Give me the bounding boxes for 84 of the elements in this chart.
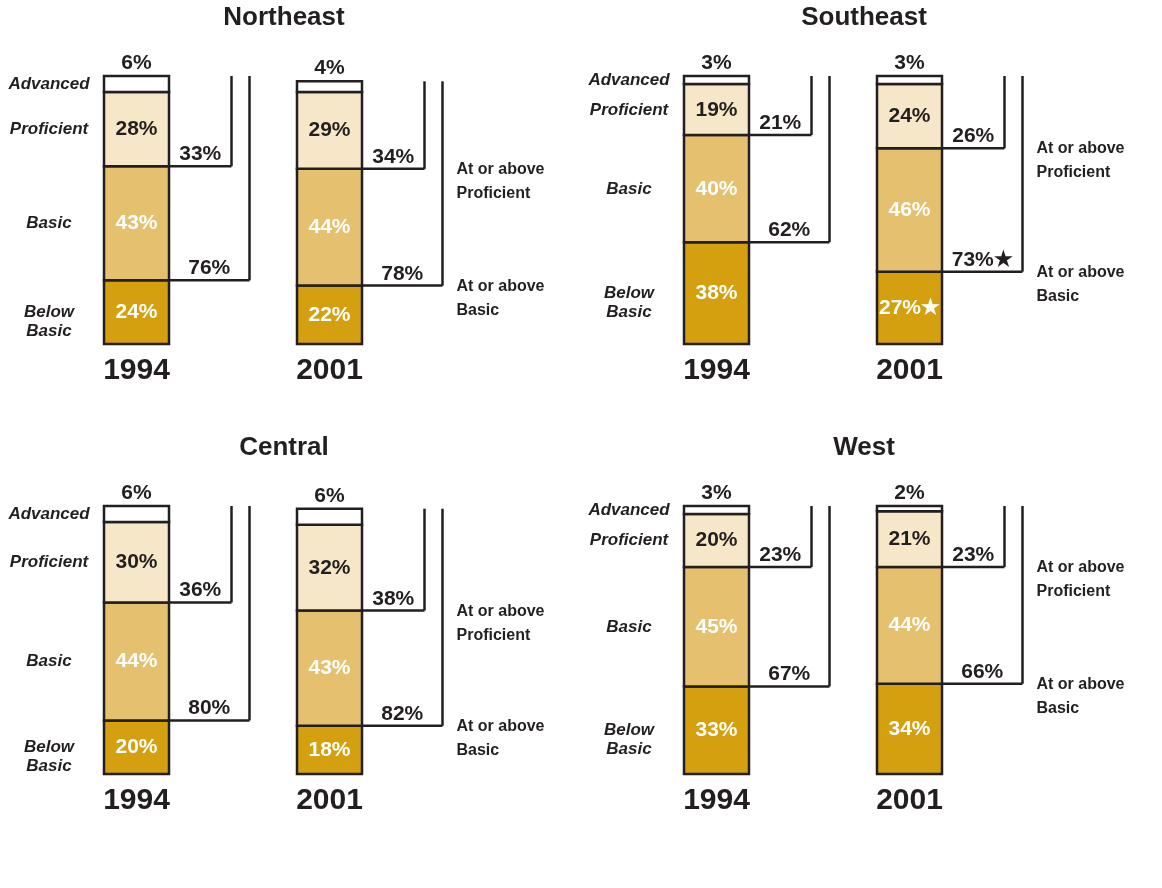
data-label: 32% — [308, 554, 351, 578]
data-label: 30% — [115, 549, 158, 573]
series-label: Advanced — [7, 504, 91, 524]
series-label: Proficient — [589, 99, 670, 119]
data-label: 38% — [695, 280, 738, 304]
data-label: 6% — [121, 480, 152, 503]
data-label: 18% — [308, 736, 351, 760]
series-label: Proficient — [589, 530, 670, 550]
series-label: Basic — [606, 616, 653, 636]
data-label: 44% — [888, 612, 931, 636]
data-label: 45% — [695, 613, 738, 637]
text: At or above Proficient — [456, 601, 545, 643]
text: At or above Proficient — [1036, 558, 1125, 600]
x-tick-label: 1994 — [683, 781, 751, 815]
annotation: 80% — [188, 695, 231, 719]
data-label: 27%★ — [878, 294, 941, 318]
data-label: 22% — [308, 301, 351, 325]
annotation: 34% — [372, 143, 415, 167]
annotation: 82% — [381, 700, 424, 724]
x-tick-label: 2001 — [296, 781, 363, 815]
annotation: 38% — [372, 585, 415, 609]
data-label: 24% — [888, 103, 931, 127]
x-tick-label: 1994 — [103, 351, 171, 385]
text: At or above Basic — [1036, 262, 1125, 304]
text: At or above Basic — [456, 276, 545, 318]
series-label: Below Basic — [603, 720, 656, 759]
data-label: 19% — [695, 96, 738, 120]
text: At or above Proficient — [456, 159, 545, 201]
data-label: 44% — [115, 648, 158, 672]
data-label: 29% — [308, 117, 351, 141]
data-label: 3% — [701, 480, 732, 503]
annotation: 66% — [961, 658, 1004, 682]
data-label: 21% — [888, 526, 931, 550]
annotation: 21% — [759, 109, 802, 133]
data-label: 20% — [115, 734, 158, 758]
text: At or above Basic — [1036, 674, 1125, 716]
series-label: Below Basic — [603, 283, 656, 322]
series-label: Below Basic — [23, 302, 76, 341]
data-label: 40% — [695, 175, 738, 199]
series-label: Advanced — [7, 73, 91, 93]
annotation: 67% — [768, 661, 811, 685]
data-label: 28% — [115, 116, 158, 140]
annotation: 73%★ — [951, 246, 1013, 270]
annotation: 33% — [179, 141, 222, 165]
annotation: 78% — [381, 260, 424, 284]
chart-title: West — [833, 431, 896, 461]
annotation: 36% — [179, 577, 222, 601]
data-label: 33% — [695, 717, 738, 741]
data-label: 3% — [701, 50, 732, 73]
data-label: 34% — [888, 715, 931, 739]
data-label: 20% — [695, 527, 738, 551]
text: At or above Basic — [456, 716, 545, 758]
data-label: 43% — [115, 210, 158, 234]
data-label: 46% — [888, 197, 931, 220]
series-label: Advanced — [587, 499, 671, 519]
data-label: 44% — [308, 214, 351, 238]
x-tick-label: 1994 — [103, 781, 171, 815]
chart-title: Northeast — [223, 1, 346, 31]
x-tick-label: 1994 — [683, 351, 751, 385]
chart-title: Central — [239, 431, 329, 461]
data-label: 43% — [308, 655, 351, 679]
chart-title: Southeast — [801, 1, 928, 31]
data-label: 2% — [894, 480, 925, 503]
annotation: 76% — [188, 255, 231, 279]
series-label: Proficient — [9, 119, 90, 139]
annotation: 62% — [768, 217, 811, 241]
x-tick-label: 2001 — [296, 351, 363, 385]
annotation: 23% — [952, 542, 995, 566]
series-label: Basic — [606, 178, 653, 198]
x-tick-label: 2001 — [876, 351, 943, 385]
series-label: Below Basic — [23, 737, 76, 776]
data-label: 3% — [894, 50, 925, 73]
series-label: Proficient — [9, 552, 90, 572]
data-label: 6% — [314, 482, 345, 506]
series-label: Basic — [26, 213, 73, 233]
data-label: 4% — [314, 55, 345, 79]
annotation: 23% — [759, 542, 802, 566]
series-label: Advanced — [587, 70, 671, 90]
data-label: 24% — [115, 299, 158, 323]
x-tick-label: 2001 — [876, 781, 943, 815]
text: At or above Proficient — [1036, 139, 1125, 181]
annotation: 26% — [952, 123, 995, 147]
data-label: 6% — [121, 50, 152, 73]
series-label: Basic — [26, 651, 73, 671]
